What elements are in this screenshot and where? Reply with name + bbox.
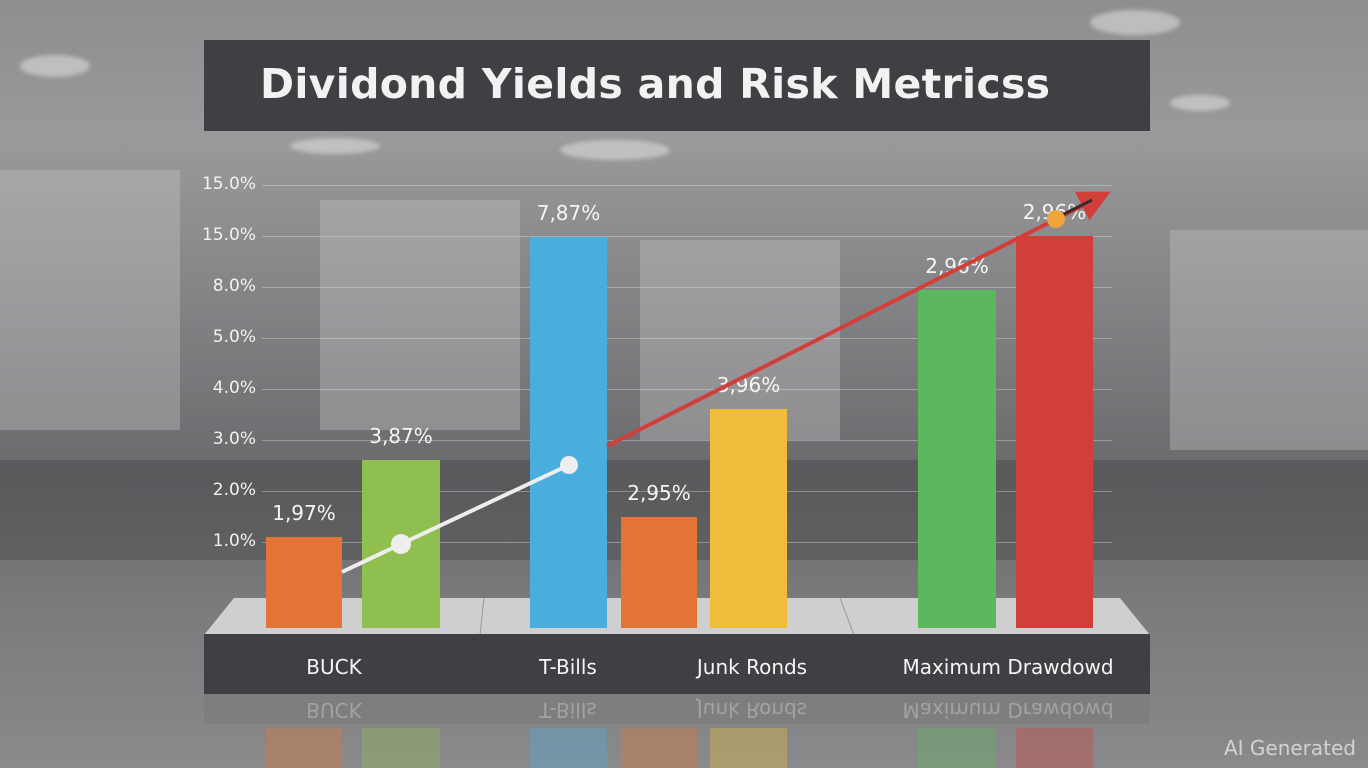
dark-arrow-segment	[1059, 198, 1093, 218]
bar-reflection	[621, 728, 697, 768]
category-label-buck: BUCK	[306, 655, 362, 679]
background-window	[1170, 230, 1368, 450]
background-window	[320, 200, 520, 430]
gridline	[262, 287, 1112, 288]
data-label: 3,87%	[369, 424, 433, 449]
ceiling-light	[290, 138, 380, 154]
category-label-t-bills: T-Bills	[539, 655, 597, 679]
bar-t-bills	[530, 237, 607, 628]
white-trend-point	[391, 534, 411, 554]
y-tick-label: 2.0%	[212, 480, 256, 500]
white-trend-point	[560, 456, 578, 474]
y-tick-label: 4.0%	[212, 378, 256, 398]
y-tick-label: 3.0%	[212, 429, 256, 449]
background-window	[0, 170, 180, 430]
gridline	[262, 185, 1112, 186]
ceiling-light	[1090, 10, 1180, 35]
y-tick-label: 5.0%	[212, 327, 256, 347]
y-tick-label: 8.0%	[212, 276, 256, 296]
bar-reflection	[1016, 728, 1093, 768]
gridline	[262, 236, 1112, 237]
y-tick-label: 15.0%	[201, 174, 256, 194]
bar-reflection	[918, 728, 996, 768]
white-trend-line	[341, 463, 570, 574]
category-label-junk-ronds: Junk Ronds	[696, 655, 808, 679]
data-label: 7,87%	[536, 201, 601, 226]
ai-generated-watermark: AI Generated	[1223, 736, 1356, 760]
title-bar: Dividond Yields and Risk Metricss	[204, 40, 1150, 131]
bar-reflection	[362, 728, 440, 768]
bar-reflection	[710, 728, 787, 768]
y-tick-label: 15.0%	[201, 225, 256, 245]
ceiling-light	[20, 55, 90, 77]
data-label: 1,97%	[272, 500, 336, 525]
bar-junk-ronds	[710, 409, 787, 628]
bar-reflection	[266, 728, 342, 768]
data-label: 2,95%	[627, 480, 691, 505]
gridline	[262, 389, 1112, 390]
ceiling-light	[1170, 95, 1230, 111]
orange-trend-point	[1047, 210, 1065, 228]
bar-junk-ronds	[621, 516, 697, 628]
ceiling-light	[560, 140, 670, 160]
bar-maximum-drawdowd	[918, 290, 996, 628]
gridline	[262, 338, 1112, 339]
category-label-maximum-drawdowd: Maximum Drawdowd	[902, 655, 1114, 679]
y-tick-label: 1.0%	[212, 531, 256, 551]
chart-title: Dividond Yields and Risk Metricss	[260, 60, 1051, 108]
gridline	[262, 440, 1112, 441]
bar-maximum-drawdowd	[1016, 236, 1093, 628]
category-label-strip	[204, 634, 1150, 694]
gridline	[262, 491, 1112, 492]
red-trend-arrow	[606, 191, 1111, 448]
bar-buck	[266, 536, 342, 628]
background-window	[640, 240, 840, 440]
reflection-strip	[204, 694, 1150, 724]
bar-reflection	[530, 728, 607, 768]
